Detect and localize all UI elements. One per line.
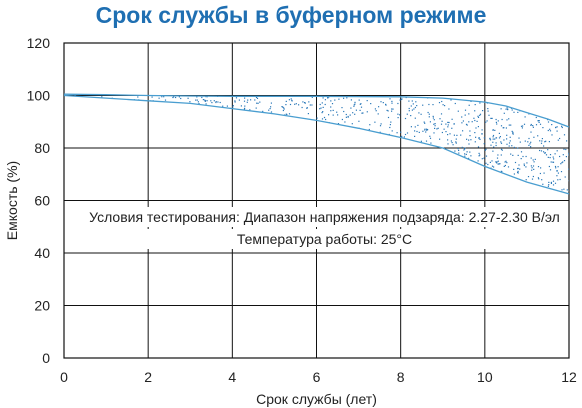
x-tick-label: 10: [477, 369, 493, 385]
y-tick-label: 80: [34, 140, 50, 156]
annotation-bg: [76, 229, 557, 249]
y-tick-label: 120: [27, 35, 51, 51]
chart-title: Срок службы в буферном режиме: [95, 2, 487, 28]
x-tick-label: 12: [561, 369, 577, 385]
grid-lines: [63, 42, 570, 359]
annotation-text: Условия тестирования: Диапазон напряжени…: [89, 209, 560, 225]
annotation-group: Условия тестирования: Диапазон напряжени…: [76, 207, 560, 249]
x-tick-label: 2: [144, 369, 152, 385]
x-tick-label: 8: [397, 369, 405, 385]
x-tick-label: 0: [60, 369, 68, 385]
series-lower-line: [63, 94, 570, 195]
series-upper-line: [63, 93, 570, 128]
y-axis-label: Емкость (%): [4, 161, 20, 240]
y-tick-label: 60: [34, 193, 50, 209]
annotation-bg: [76, 207, 557, 227]
stipple-band: [64, 94, 569, 194]
y-axis-ticks: 0 20 40 60 80 100 120: [27, 35, 51, 366]
series-lines: [63, 93, 570, 195]
y-tick-label: 20: [34, 298, 50, 314]
x-tick-label: 6: [313, 369, 321, 385]
y-tick-label: 100: [27, 88, 51, 104]
y-tick-label: 0: [42, 350, 50, 366]
x-tick-label: 4: [228, 369, 236, 385]
annotation-text: Температура работы: 25°C: [237, 231, 412, 247]
x-axis-ticks: 0 2 4 6 8 10 12: [60, 369, 577, 385]
x-axis-label: Срок службы (лет): [256, 391, 377, 407]
y-tick-label: 40: [34, 245, 50, 261]
